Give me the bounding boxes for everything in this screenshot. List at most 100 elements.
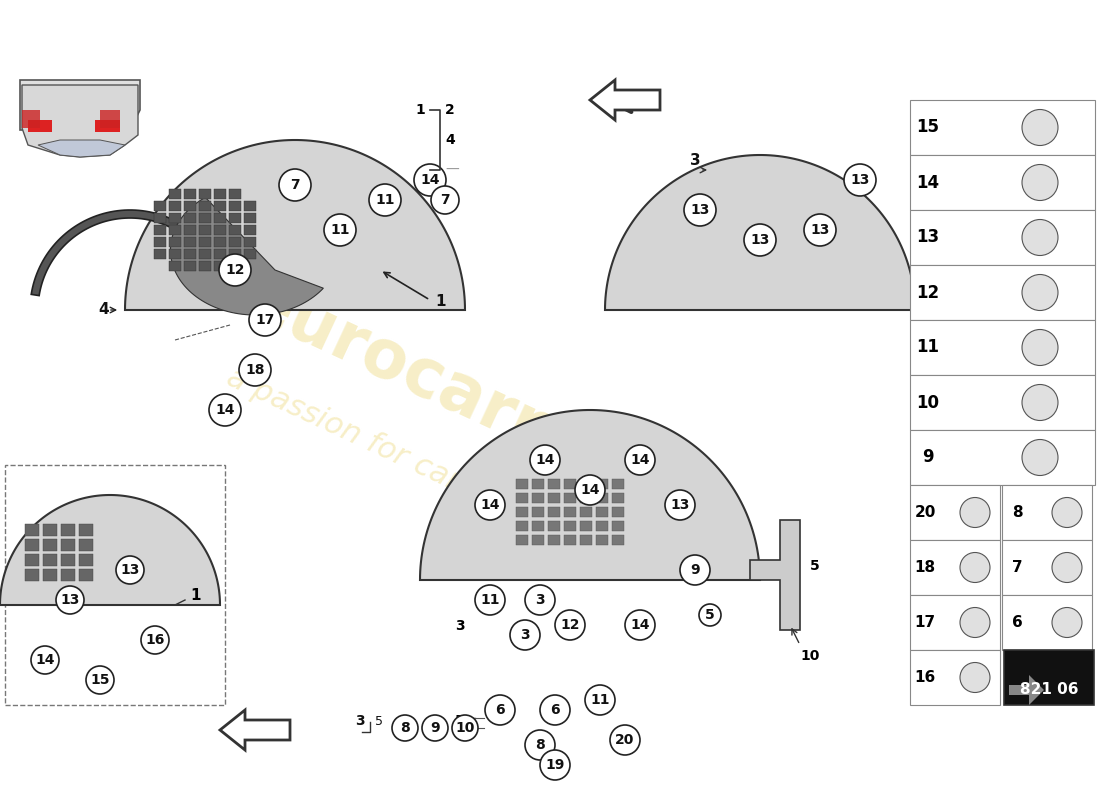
Bar bbox=[60, 539, 75, 551]
Circle shape bbox=[485, 695, 515, 725]
Circle shape bbox=[475, 490, 505, 520]
Bar bbox=[910, 595, 1000, 650]
Bar bbox=[596, 535, 608, 545]
Text: 14: 14 bbox=[916, 174, 939, 191]
Bar bbox=[199, 201, 211, 211]
Bar bbox=[532, 535, 544, 545]
Bar bbox=[548, 521, 560, 531]
Bar bbox=[580, 479, 592, 489]
Circle shape bbox=[116, 556, 144, 584]
Bar bbox=[199, 237, 211, 247]
Text: 14: 14 bbox=[536, 453, 554, 467]
Circle shape bbox=[1022, 110, 1058, 146]
Text: 1: 1 bbox=[416, 103, 425, 117]
Circle shape bbox=[452, 715, 478, 741]
Circle shape bbox=[540, 695, 570, 725]
Bar bbox=[214, 249, 225, 259]
Bar bbox=[580, 507, 592, 517]
Text: 5: 5 bbox=[375, 715, 383, 728]
Circle shape bbox=[31, 646, 59, 674]
Text: 14: 14 bbox=[581, 483, 600, 497]
Text: 9: 9 bbox=[690, 563, 700, 577]
Bar bbox=[516, 507, 528, 517]
Circle shape bbox=[680, 555, 710, 585]
Circle shape bbox=[575, 475, 605, 505]
Bar bbox=[1002, 540, 1092, 595]
Bar bbox=[596, 479, 608, 489]
Bar bbox=[516, 535, 528, 545]
Bar bbox=[516, 493, 528, 503]
Bar bbox=[564, 535, 576, 545]
Bar bbox=[214, 213, 225, 223]
Polygon shape bbox=[28, 120, 52, 132]
Text: 14: 14 bbox=[630, 618, 650, 632]
Circle shape bbox=[1022, 219, 1058, 255]
Bar bbox=[229, 249, 241, 259]
Text: 13: 13 bbox=[120, 563, 140, 577]
Circle shape bbox=[209, 394, 241, 426]
Text: 14: 14 bbox=[216, 403, 234, 417]
Circle shape bbox=[1052, 553, 1082, 582]
Bar bbox=[43, 569, 57, 581]
Bar bbox=[1004, 650, 1094, 705]
Text: —: — bbox=[446, 163, 459, 177]
Bar bbox=[596, 521, 608, 531]
Text: a passion for cars since 1978: a passion for cars since 1978 bbox=[221, 362, 638, 578]
Text: 5: 5 bbox=[455, 714, 464, 728]
Bar bbox=[79, 554, 94, 566]
Bar bbox=[184, 201, 196, 211]
Text: 11: 11 bbox=[330, 223, 350, 237]
Bar bbox=[229, 213, 241, 223]
Text: 7: 7 bbox=[1012, 560, 1022, 575]
Circle shape bbox=[556, 610, 585, 640]
Circle shape bbox=[431, 186, 459, 214]
Bar bbox=[154, 249, 166, 259]
Text: 14: 14 bbox=[420, 173, 440, 187]
Circle shape bbox=[1022, 330, 1058, 366]
Bar bbox=[612, 493, 624, 503]
Text: 8: 8 bbox=[1012, 505, 1022, 520]
Text: 4: 4 bbox=[446, 133, 454, 147]
Bar bbox=[548, 493, 560, 503]
Bar bbox=[612, 507, 624, 517]
Text: 1: 1 bbox=[190, 588, 200, 603]
Bar bbox=[214, 261, 225, 271]
Circle shape bbox=[610, 725, 640, 755]
Bar bbox=[244, 213, 256, 223]
Bar bbox=[516, 479, 528, 489]
Bar bbox=[564, 521, 576, 531]
Bar bbox=[214, 237, 225, 247]
Bar bbox=[60, 554, 75, 566]
Bar bbox=[184, 249, 196, 259]
Text: 12: 12 bbox=[226, 263, 244, 277]
Bar bbox=[548, 479, 560, 489]
Bar bbox=[199, 249, 211, 259]
Circle shape bbox=[86, 666, 114, 694]
Bar bbox=[910, 155, 1094, 210]
Polygon shape bbox=[22, 110, 40, 128]
Bar bbox=[1002, 595, 1092, 650]
Bar bbox=[580, 493, 592, 503]
Bar bbox=[532, 479, 544, 489]
Text: 2: 2 bbox=[446, 103, 454, 117]
Circle shape bbox=[525, 730, 556, 760]
Polygon shape bbox=[170, 198, 323, 315]
Bar bbox=[910, 100, 1094, 155]
Polygon shape bbox=[95, 120, 120, 132]
Bar bbox=[214, 201, 225, 211]
Bar bbox=[910, 650, 1000, 705]
Bar bbox=[532, 521, 544, 531]
Circle shape bbox=[279, 169, 311, 201]
Bar bbox=[154, 237, 166, 247]
Bar bbox=[910, 430, 1094, 485]
Bar bbox=[910, 485, 1000, 540]
Bar bbox=[910, 375, 1094, 430]
Text: 11: 11 bbox=[591, 693, 609, 707]
Bar bbox=[25, 554, 39, 566]
Text: 6: 6 bbox=[550, 703, 560, 717]
Circle shape bbox=[844, 164, 876, 196]
Text: 13: 13 bbox=[670, 498, 690, 512]
Text: 15: 15 bbox=[916, 118, 939, 137]
Text: 10: 10 bbox=[916, 394, 939, 411]
Bar bbox=[184, 261, 196, 271]
